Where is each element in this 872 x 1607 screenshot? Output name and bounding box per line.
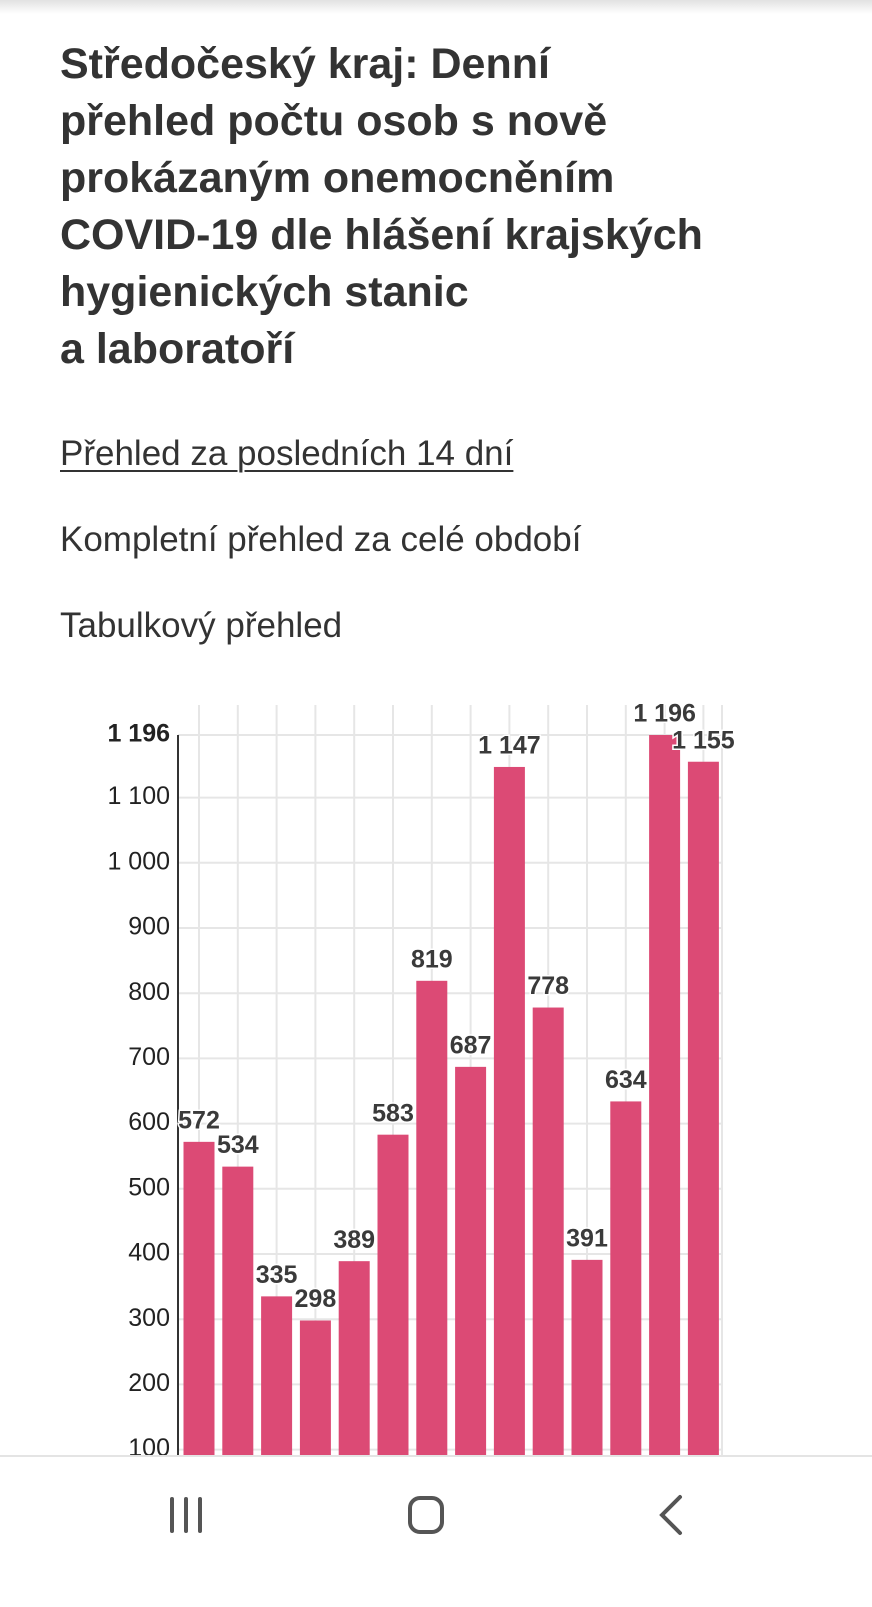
value-label: 778 — [527, 972, 569, 1000]
page-title: Středočeský kraj: Denní přehled počtu os… — [60, 40, 703, 373]
nav-icons — [170, 1495, 682, 1535]
nav-link[interactable]: Přehled za posledních 14 dní — [60, 434, 514, 473]
value-label: 819 — [411, 945, 453, 973]
y-tick-label: 600 — [128, 1108, 170, 1136]
bar — [183, 1141, 215, 1515]
value-label: 335 — [256, 1261, 298, 1289]
value-label: 1 155 — [672, 726, 735, 754]
nav-link[interactable]: Kompletní přehled za celé období — [60, 520, 582, 559]
bar — [416, 980, 448, 1515]
y-tick-label: 200 — [128, 1369, 170, 1397]
bar — [493, 766, 525, 1515]
y-tick-label: 300 — [128, 1304, 170, 1332]
value-label: 389 — [333, 1226, 375, 1254]
nav-link[interactable]: Tabulkový přehled — [60, 606, 343, 645]
recent-apps-button[interactable] — [170, 1497, 202, 1533]
value-label: 298 — [295, 1285, 337, 1313]
value-label: 687 — [450, 1031, 492, 1059]
system-nav-bar — [0, 1455, 872, 1602]
bar — [649, 735, 681, 1515]
bar — [377, 1134, 409, 1515]
status-shadow — [0, 0, 872, 14]
value-label: 634 — [605, 1066, 647, 1094]
back-button[interactable] — [659, 1495, 682, 1535]
home-button[interactable] — [408, 1496, 444, 1534]
bar — [687, 761, 719, 1515]
bar — [610, 1101, 642, 1515]
y-tick-label: 1 196 — [107, 720, 170, 748]
bar — [532, 1007, 564, 1515]
y-tick-label: 400 — [128, 1239, 170, 1267]
y-tick-label: 700 — [128, 1043, 170, 1071]
y-tick-label: 1 000 — [107, 847, 170, 875]
value-label: 572 — [178, 1106, 220, 1134]
y-tick-label: 500 — [128, 1173, 170, 1201]
y-tick-label: 900 — [128, 913, 170, 941]
value-label: 391 — [566, 1224, 608, 1252]
y-tick-label: 800 — [128, 978, 170, 1006]
value-label: 534 — [217, 1131, 259, 1159]
value-label: 1 196 — [633, 700, 696, 728]
value-label: 1 147 — [478, 732, 541, 760]
bar — [455, 1066, 487, 1515]
y-tick-label: 1 100 — [107, 782, 170, 810]
value-label: 583 — [372, 1099, 414, 1127]
